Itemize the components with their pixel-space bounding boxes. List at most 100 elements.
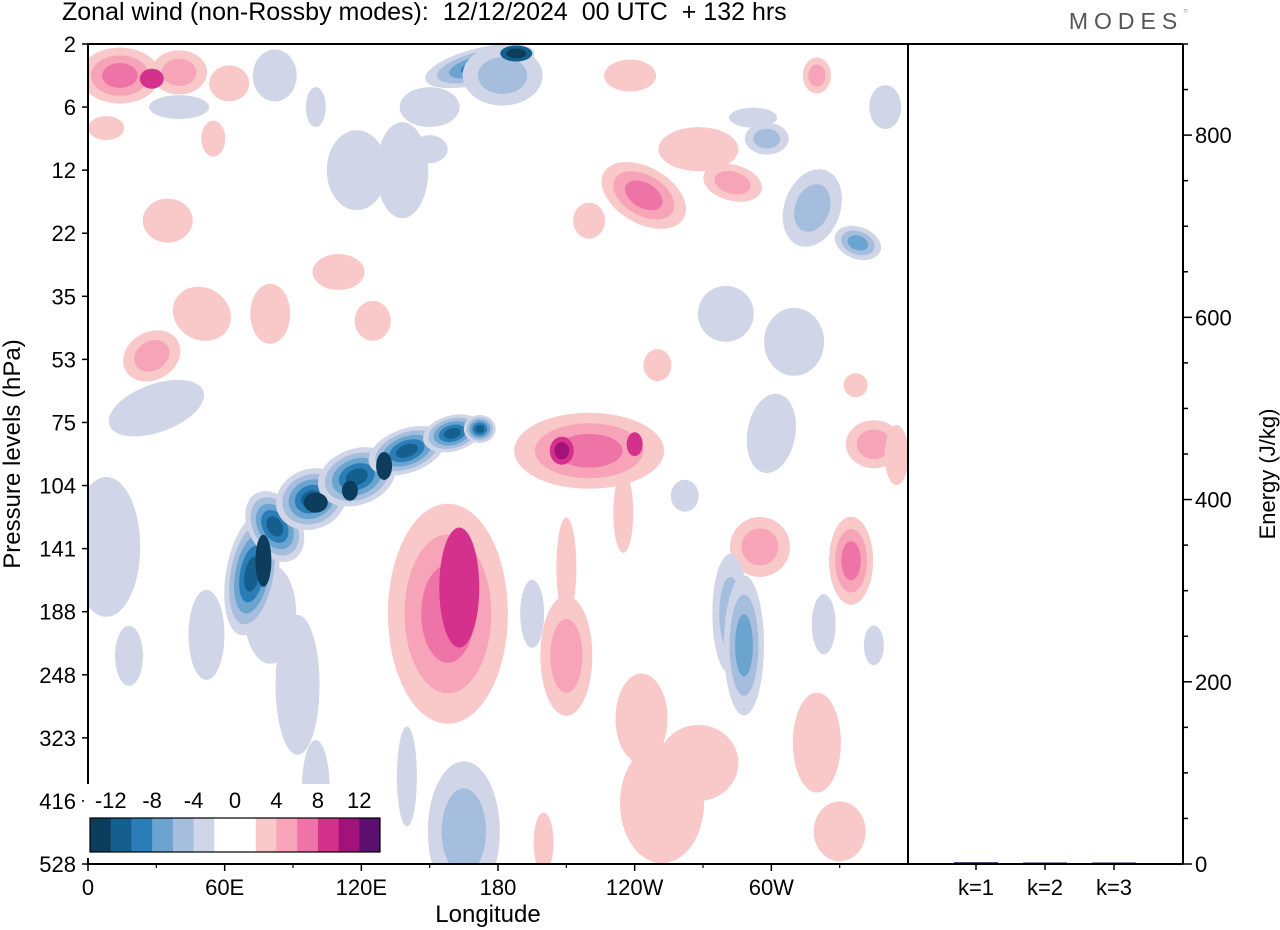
easterly-jet-core-4-level-1 (376, 451, 393, 480)
anomaly-37-level-2 (856, 429, 892, 459)
anomaly-59-level-1 (396, 726, 417, 827)
anomaly-36-level-1 (746, 393, 796, 473)
anomaly-17-level-3 (625, 180, 663, 211)
colorbar-swatch-13 (338, 818, 360, 852)
colorbar-label--4: -4 (184, 788, 204, 813)
anomaly-29-level-1 (250, 283, 291, 344)
y-tick-label-53: 53 (52, 347, 76, 372)
x-tick-label-60E: 60E (205, 875, 244, 900)
brand-logo: MODES○ (1068, 6, 1188, 34)
colorbar-swatch-3 (131, 818, 153, 852)
colorbar-label--8: -8 (142, 788, 162, 813)
anomaly-10-level-1 (376, 122, 429, 219)
y-tick-label-416: 416 (39, 789, 76, 814)
colorbar: -12 -8 -4 0 4 8 12 (84, 784, 386, 858)
y-tick-label-35: 35 (52, 284, 76, 309)
anomaly-39-level-1 (88, 476, 141, 617)
anomaly-32-level-1 (573, 202, 606, 239)
anomaly-15-level-1 (604, 59, 657, 92)
easterly-jet-5-level-5 (395, 443, 418, 458)
anomaly-19-level-1 (729, 107, 778, 128)
colorbar-label-0: 0 (229, 788, 241, 813)
anomaly-24-level-1 (869, 85, 902, 130)
anomaly-23-level-2 (808, 64, 826, 87)
anomaly-4-level-1 (88, 116, 125, 141)
anomaly-26-level-1 (172, 286, 231, 341)
anomaly-21-level-2 (794, 184, 831, 232)
westerly-upper-core-2-level-1 (626, 432, 643, 457)
y-axis-title: Pressure levels (hPa) (0, 339, 26, 568)
energy-axis-title: Energy (J/kg) (1255, 409, 1280, 540)
colorbar-swatch-11 (297, 818, 319, 852)
anomaly-30-level-1 (312, 254, 365, 291)
easterly-jet-6-level-5 (444, 427, 461, 439)
anomaly-25-level-1 (142, 198, 193, 243)
energy-x-label-k=1: k=1 (958, 875, 994, 900)
energy-tick-label-0: 0 (1195, 852, 1207, 877)
anomaly-27-level-2 (134, 340, 170, 372)
anomaly-56-level-1 (792, 692, 841, 793)
y-tick-label-188: 188 (39, 600, 76, 625)
colorbar-swatch-1 (90, 818, 112, 852)
energy-x-label-k=2: k=2 (1027, 875, 1063, 900)
anomaly-18-level-2 (714, 171, 751, 195)
anomaly-64-level-1 (884, 425, 908, 486)
anomaly-1-level-3 (102, 63, 138, 88)
easterly-jet-7-level-5 (475, 424, 485, 433)
easterly-jet-2-level-5 (266, 516, 284, 537)
easterly-jet-core-1-level-1 (255, 534, 272, 587)
anomaly-31-level-1 (354, 300, 391, 341)
x-tick-label-0: 0 (82, 875, 94, 900)
colorbar-swatch-12 (317, 818, 340, 852)
colorbar-label-12: 12 (347, 788, 371, 813)
colorbar-swatch-2 (110, 818, 132, 852)
colorbar-swatch-6 (193, 818, 215, 852)
anomaly-14-level-1 (411, 135, 448, 164)
anomaly-13-level-2 (477, 57, 528, 94)
anomaly-46-level-3 (735, 614, 753, 677)
anomaly-55-level-1 (620, 743, 704, 864)
anomaly-35-level-1 (764, 307, 825, 376)
colorbar-label-4: 4 (270, 788, 282, 813)
anomaly-41-level-1 (275, 614, 320, 755)
y-tick-label-22: 22 (52, 221, 76, 246)
anomaly-51-level-1 (520, 579, 545, 648)
colorbar-swatch-14 (359, 818, 381, 852)
anomaly-9-level-1 (326, 130, 387, 211)
westerly-lower-core-level-1 (439, 527, 480, 648)
anomaly-6-level-1 (149, 95, 210, 120)
anomaly-16-level-1 (658, 127, 739, 172)
x-tick-label-120E: 120E (336, 875, 387, 900)
y-tick-label-104: 104 (39, 474, 76, 499)
anomaly-33-level-1 (643, 349, 672, 382)
x-axis-title: Longitude (435, 901, 540, 928)
y-tick-label-12: 12 (52, 158, 76, 183)
anomaly-7-level-1 (252, 49, 297, 102)
easterly-upper-core-level-2 (506, 48, 527, 59)
westerly-upper-core-1-level-2 (554, 442, 570, 460)
zonal-wind-heatmap (88, 44, 908, 864)
anomaly-53-level-1 (615, 673, 668, 764)
colorbar-label--12: -12 (95, 788, 127, 813)
anomaly-52-level-1 (556, 517, 577, 618)
anomaly-3-level-1 (209, 65, 250, 102)
colorbar-frame (89, 817, 381, 853)
anomaly-58-level-2 (441, 788, 486, 864)
y-tick-label-141: 141 (39, 537, 76, 562)
westerly-upper-left-core-level-1 (139, 68, 164, 89)
y-tick-label-528: 528 (39, 852, 76, 877)
y-tick-label-75: 75 (52, 410, 76, 435)
anomaly-22-level-3 (847, 235, 869, 251)
x-tick-label-120W: 120W (606, 875, 664, 900)
colorbar-swatch-5 (172, 818, 195, 852)
anomaly-49-level-1 (863, 625, 884, 666)
y-tick-label-2: 2 (64, 32, 76, 57)
colorbar-swatch-10 (276, 818, 298, 852)
y-tick-label-6: 6 (64, 95, 76, 120)
energy-tick-label-800: 800 (1195, 123, 1232, 148)
anomaly-5-level-1 (201, 120, 226, 157)
colorbar-swatch-9 (255, 818, 277, 852)
anomaly-38-level-1 (843, 373, 868, 398)
